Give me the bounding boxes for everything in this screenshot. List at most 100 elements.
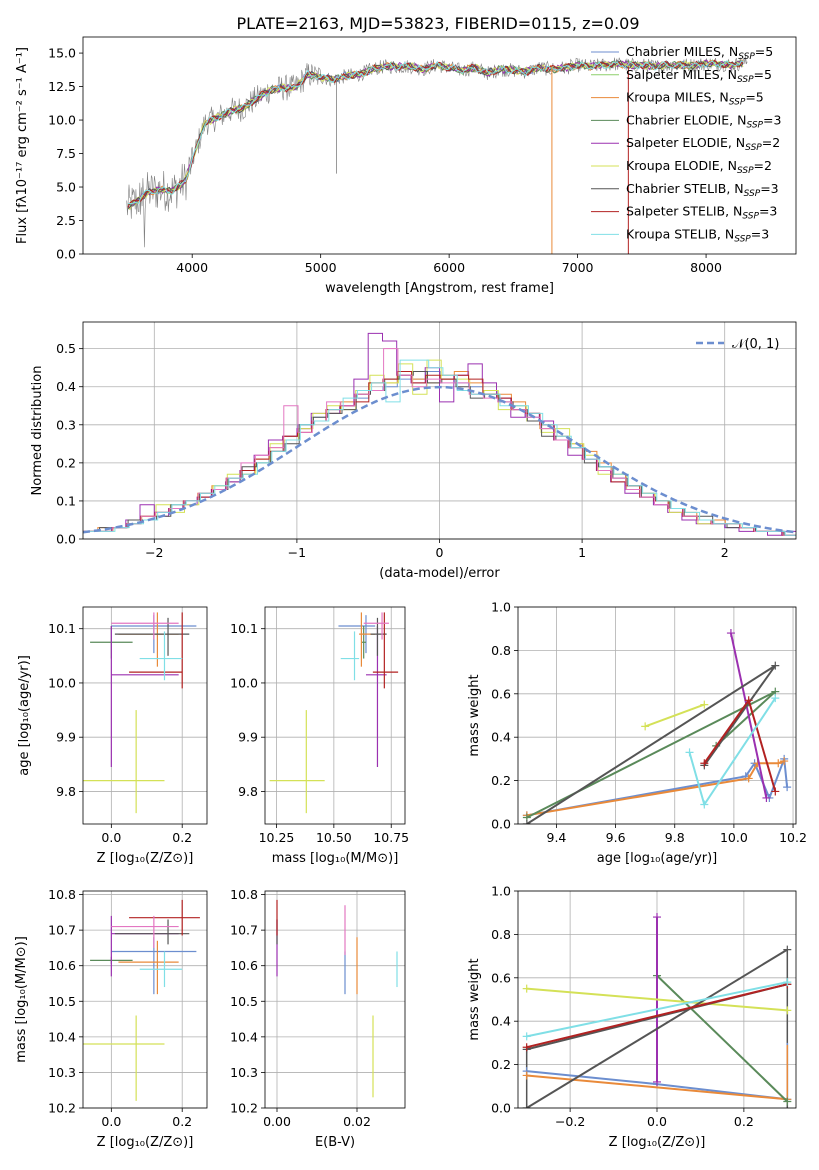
weight-marker	[774, 759, 783, 768]
x-axis-label: wavelength [Angstrom, rest frame]	[325, 281, 554, 296]
x-axis-label: E(B-V)	[315, 1135, 355, 1150]
y-tick-label: 0.4	[491, 730, 511, 745]
y-tick-label: 10.1	[230, 621, 258, 636]
x-axis-label: age [log₁₀(age/yr)]	[597, 851, 718, 866]
y-tick-label: 10.8	[48, 887, 76, 902]
histogram-step	[86, 359, 796, 536]
y-tick-label: 9.8	[238, 784, 258, 799]
residuals-plot	[79, 321, 797, 543]
x-tick-label: 0.0	[101, 830, 121, 845]
weight-marker	[726, 629, 735, 638]
weight-marker	[771, 787, 780, 796]
x-tick-label: 0.2	[734, 1114, 754, 1129]
x-tick-label: 0.0	[647, 1114, 667, 1129]
gaussian-curve	[83, 385, 796, 534]
weight-line	[526, 983, 788, 1049]
axes-frame	[82, 321, 797, 540]
weight-marker	[783, 1006, 792, 1015]
y-tick-label: 7.5	[56, 146, 76, 161]
x-tick-label: 9.6	[606, 830, 626, 845]
x-tick-label: 7000	[562, 260, 594, 275]
x-tick-label: 0.2	[172, 1114, 192, 1129]
y-tick-label: 0.0	[56, 532, 76, 547]
weight-marker	[522, 1071, 531, 1080]
x-axis-label: Z [log₁₀(Z/Z⊙)]	[97, 1135, 194, 1150]
histogram-step	[83, 371, 796, 536]
age-vs-z-plot	[79, 606, 208, 828]
spectrum-plot: Chabrier MILES, NSSP=5 Salpeter MILES, NS…	[79, 36, 797, 258]
x-tick-label: 10.75	[373, 830, 409, 845]
legend-entry: Salpeter ELODIE, NSSP=2	[626, 135, 780, 153]
y-tick-label: 10.5	[48, 994, 76, 1009]
weight-line	[526, 664, 777, 824]
y-tick-label: 10.0	[48, 675, 76, 690]
y-tick-label: 10.6	[230, 958, 258, 973]
y-tick-label: 10.5	[230, 994, 258, 1009]
y-tick-label: 10.4	[230, 1029, 258, 1044]
weight-marker	[783, 1097, 792, 1106]
weight-marker	[700, 700, 709, 709]
observed-spectrum-line	[126, 55, 748, 248]
weight-marker	[783, 945, 792, 954]
weight-marker	[685, 748, 694, 757]
age-vs-z-marks	[83, 612, 197, 814]
y-tick-label: 10.2	[230, 1101, 258, 1116]
x-tick-label: 0.0	[101, 1114, 121, 1129]
x-axis-label: Z [log₁₀(Z/Z⊙)]	[609, 1135, 706, 1150]
y-tick-label: 10.6	[48, 958, 76, 973]
y-axis-label: mass weight	[467, 958, 482, 1040]
weight-marker	[700, 800, 709, 809]
weight-marker	[522, 1043, 531, 1052]
age-vs-mass-plot	[261, 606, 406, 828]
y-tick-label: 0.6	[491, 686, 511, 701]
weight-marker	[783, 783, 792, 792]
axes-frame	[264, 890, 406, 1109]
axes-frame	[264, 606, 406, 825]
y-tick-label: 0.2	[56, 455, 76, 470]
x-tick-label: 10.0	[720, 830, 748, 845]
x-tick-label: 1	[578, 545, 586, 560]
legend-entry: Kroupa ELODIE, NSSP=2	[626, 158, 772, 176]
x-tick-label: 2	[721, 545, 729, 560]
weight-line	[656, 974, 788, 1103]
x-tick-label: 10.25	[259, 830, 295, 845]
axes-frame	[517, 890, 797, 1109]
legend-entry: Salpeter STELIB, NSSP=3	[626, 204, 777, 222]
y-tick-label: 1.0	[491, 884, 511, 899]
axes-frame	[82, 36, 797, 255]
weight-marker	[653, 913, 661, 922]
x-axis-label: Z [log₁₀(Z/Z⊙)]	[97, 851, 194, 866]
histogram-step	[83, 371, 796, 536]
x-tick-label: 5000	[305, 260, 337, 275]
mass-vs-ebv-marks	[276, 899, 398, 1098]
age-vs-mass-marks	[269, 612, 399, 814]
y-tick-label: 15.0	[48, 46, 76, 61]
y-tick-label: 10.4	[48, 1029, 76, 1044]
legend-entry: Kroupa STELIB, NSSP=3	[626, 226, 769, 244]
y-tick-label: 10.2	[48, 1101, 76, 1116]
mass-vs-z-plot	[79, 890, 208, 1112]
y-tick-label: 10.8	[230, 887, 258, 902]
y-axis-label: mass [log₁₀(M/M⊙)]	[14, 936, 29, 1063]
y-tick-label: 10.1	[48, 621, 76, 636]
y-tick-label: 10.7	[230, 923, 258, 938]
x-tick-label: 0.2	[172, 830, 192, 845]
y-tick-label: 0.1	[56, 493, 76, 508]
y-tick-label: 10.0	[230, 675, 258, 690]
axes-frame	[82, 606, 208, 825]
weight-line	[526, 981, 788, 1038]
y-tick-label: 0.2	[491, 1057, 511, 1072]
legend-entry: Salpeter MILES, NSSP=5	[626, 67, 772, 85]
y-tick-label: 0.6	[491, 970, 511, 985]
weight-marker	[522, 1032, 531, 1041]
y-tick-label: 0.8	[491, 927, 511, 942]
model-spectrum-line	[127, 60, 744, 205]
x-tick-label: 10.50	[316, 830, 352, 845]
y-axis-label: age [log₁₀(age/yr)]	[17, 655, 32, 776]
x-tick-label: 8000	[690, 260, 722, 275]
y-axis-label: mass weight	[467, 674, 482, 756]
y-tick-label: 0.8	[491, 643, 511, 658]
y-tick-label: 0.5	[56, 341, 76, 356]
legend-entry: Chabrier MILES, NSSP=5	[626, 44, 773, 62]
